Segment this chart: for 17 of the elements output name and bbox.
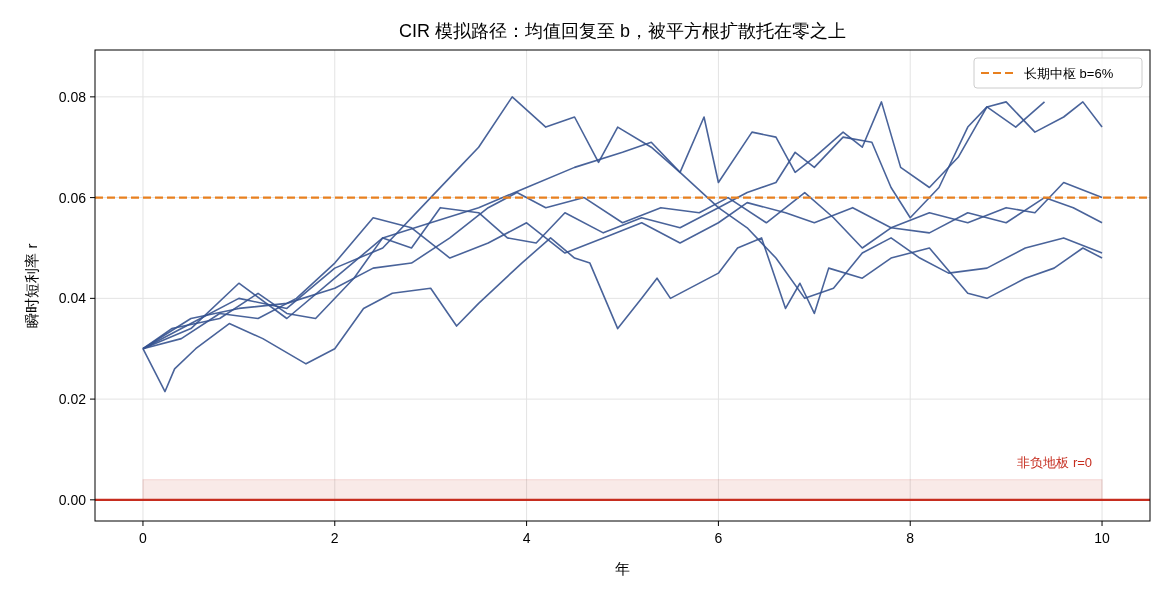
- y-axis-title: 瞬时短利率 r: [23, 243, 40, 328]
- y-tick-label: 0.08: [58, 88, 87, 105]
- y-tick-label: 0.02: [58, 391, 87, 408]
- x-tick-label: 0: [139, 530, 148, 546]
- band-label: 非负地板 r=0: [1017, 454, 1093, 470]
- x-tick-label: 10: [1094, 530, 1111, 546]
- y-tick-label: 0.04: [58, 290, 87, 307]
- x-tick-label: 8: [906, 530, 915, 546]
- chart-title: CIR 模拟路径：均值回复至 b，被平方根扩散托在零之上: [398, 21, 847, 41]
- legend-label: 长期中枢 b=6%: [1024, 66, 1114, 81]
- legend: 长期中枢 b=6%: [973, 57, 1143, 89]
- x-axis-title: 年: [615, 560, 630, 577]
- x-tick-label: 4: [522, 530, 531, 546]
- y-tick-label: 0.00: [58, 491, 87, 508]
- x-tick-label: 2: [330, 530, 339, 546]
- y-tick-label: 0.06: [58, 189, 87, 206]
- x-tick-label: 6: [714, 530, 723, 546]
